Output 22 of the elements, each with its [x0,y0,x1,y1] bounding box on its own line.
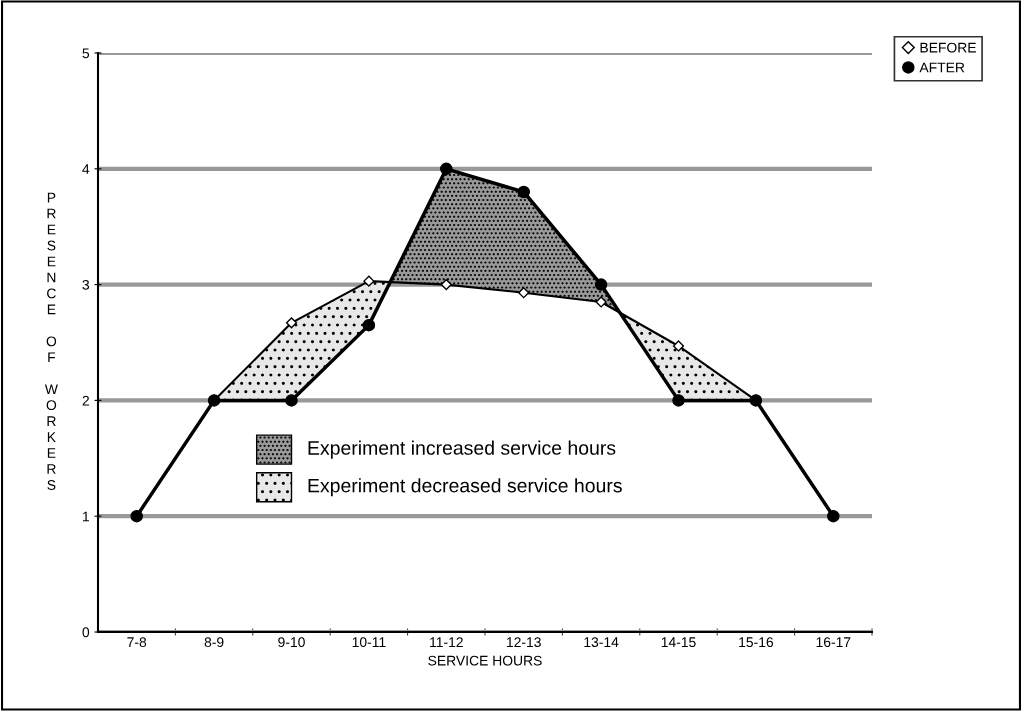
legend-label: AFTER [919,62,965,73]
x-tick-label: 14-15 [661,637,696,648]
x-tick-label: 8-9 [204,637,224,648]
x-axis-title: SERVICE HOURS [428,655,542,666]
x-tick-label: 15-16 [739,637,774,648]
y-tick-label: 0 [82,627,90,638]
y-tick-label: 1 [83,511,89,522]
y-tick-label: 3 [82,279,90,290]
annotation: Experiment decreased service hours [308,478,622,497]
x-tick-label: 13-14 [584,637,619,648]
x-tick-label: 7-8 [127,637,147,648]
y-tick-label: 4 [82,164,90,174]
x-tick-label: 16-17 [816,637,851,648]
y-tick-label: 5 [82,48,90,59]
x-tick-label: 10-11 [352,637,386,648]
legend-label: BEFORE [920,42,976,53]
y-tick-label: 2 [82,395,89,406]
text: PRESENCE OF WORKERS [44,192,58,490]
x-tick-label: 9-10 [278,637,305,648]
annotation: Experiment increased service hours [308,440,616,459]
x-tick-label: 12-13 [507,637,541,648]
x-tick-label: 11-12 [430,637,463,647]
